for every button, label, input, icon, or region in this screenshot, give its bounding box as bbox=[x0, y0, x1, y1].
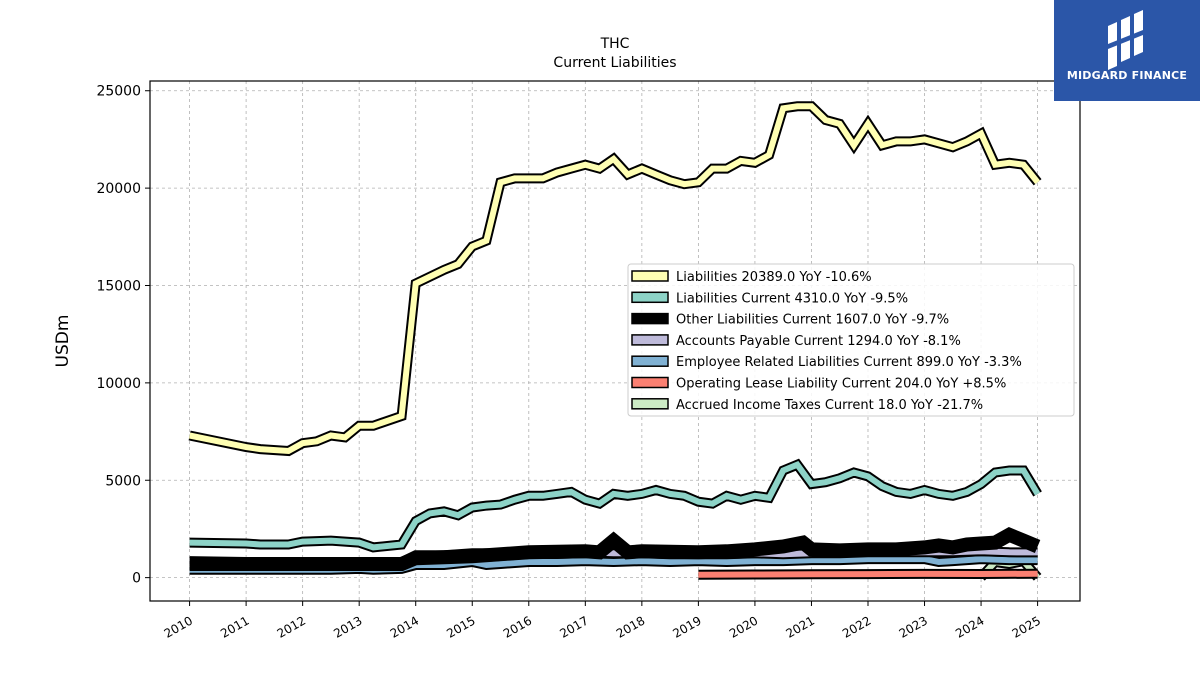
x-tick-label: 2020 bbox=[727, 613, 760, 640]
series-6 bbox=[698, 568, 1038, 580]
series-lines bbox=[188, 101, 1042, 581]
x-tick-label: 2023 bbox=[897, 613, 930, 640]
y-axis-label: USDm bbox=[53, 315, 73, 368]
legend-label: Liabilities 20389.0 YoY -10.6% bbox=[676, 270, 872, 285]
series-line bbox=[189, 461, 1041, 551]
legend-entry: Accounts Payable Current 1294.0 YoY -8.1… bbox=[631, 334, 961, 349]
legend: Liabilities 20389.0 YoY -10.6% Liabilitie… bbox=[627, 263, 1075, 417]
series-line bbox=[189, 527, 1041, 571]
x-tick-label: 2017 bbox=[557, 613, 590, 640]
x-tick-label: 2011 bbox=[218, 613, 251, 640]
y-tick-label: 25000 bbox=[96, 84, 141, 100]
x-tick-label: 2012 bbox=[275, 613, 308, 640]
legend-label: Employee Related Liabilities Current 899… bbox=[676, 355, 1022, 370]
x-tick-label: 2010 bbox=[162, 613, 195, 640]
y-tick-label: 15000 bbox=[96, 278, 141, 294]
legend-entry: Other Liabilities Current 1607.0 YoY -9.… bbox=[631, 312, 949, 328]
x-tick-label: 2013 bbox=[331, 613, 364, 640]
legend-swatch bbox=[631, 291, 669, 304]
series-2 bbox=[189, 458, 1042, 553]
series-line bbox=[698, 570, 1038, 578]
legend-swatch bbox=[631, 270, 669, 282]
brand-logo: MIDGARD FINANCE bbox=[1054, 0, 1200, 101]
y-tick-label: 20000 bbox=[96, 181, 141, 197]
x-tick-label: 2016 bbox=[501, 613, 534, 640]
legend-entry: Liabilities 20389.0 YoY -10.6% bbox=[631, 270, 872, 285]
x-tick-label: 2024 bbox=[953, 613, 986, 640]
brand-name: MIDGARD FINANCE bbox=[1066, 69, 1188, 82]
x-tick-label: 2025 bbox=[1010, 613, 1043, 640]
legend-label: Other Liabilities Current 1607.0 YoY -9.… bbox=[676, 313, 949, 328]
legend-entry: Accrued Income Taxes Current 18.0 YoY -2… bbox=[631, 398, 983, 413]
plot-frame bbox=[149, 80, 1081, 602]
series-3 bbox=[189, 527, 1041, 571]
legend-swatch bbox=[631, 376, 669, 389]
legend-entry: Operating Lease Liability Current 204.0 … bbox=[631, 376, 1006, 392]
series-line bbox=[188, 103, 1040, 455]
legend-swatch bbox=[631, 398, 669, 410]
legend-entry: Liabilities Current 4310.0 YoY -9.5% bbox=[631, 291, 908, 306]
legend-label: Accrued Income Taxes Current 18.0 YoY -2… bbox=[676, 398, 983, 413]
y-tick-label: 5000 bbox=[105, 473, 141, 489]
chart-subtitle: Current Liabilities bbox=[553, 55, 676, 71]
legend-box bbox=[627, 263, 1075, 417]
brand-mark-icon bbox=[1108, 10, 1143, 70]
x-tick-label: 2022 bbox=[840, 613, 873, 640]
legend-entry: Employee Related Liabilities Current 899… bbox=[631, 355, 1022, 370]
legend-swatch bbox=[631, 312, 669, 325]
legend-swatch bbox=[631, 355, 669, 367]
y-tick-label: 0 bbox=[132, 571, 141, 587]
x-tick-label: 2015 bbox=[444, 613, 477, 640]
legend-label: Liabilities Current 4310.0 YoY -9.5% bbox=[676, 291, 908, 306]
y-tick-label: 10000 bbox=[96, 376, 141, 392]
legend-label: Accounts Payable Current 1294.0 YoY -8.1… bbox=[676, 334, 961, 349]
axis-ticks: 0 5000 10000 15000 20000 25000 2010 2011 2012 201… bbox=[96, 84, 1043, 641]
x-tick-label: 2018 bbox=[614, 613, 647, 640]
series-1 bbox=[188, 101, 1042, 457]
x-tick-label: 2021 bbox=[784, 613, 817, 640]
x-tick-label: 2014 bbox=[388, 613, 421, 640]
legend-label: Operating Lease Liability Current 204.0 … bbox=[676, 377, 1006, 392]
x-tick-label: 2019 bbox=[670, 613, 703, 640]
legend-swatch bbox=[631, 334, 669, 346]
chart-title: THC bbox=[600, 36, 630, 52]
